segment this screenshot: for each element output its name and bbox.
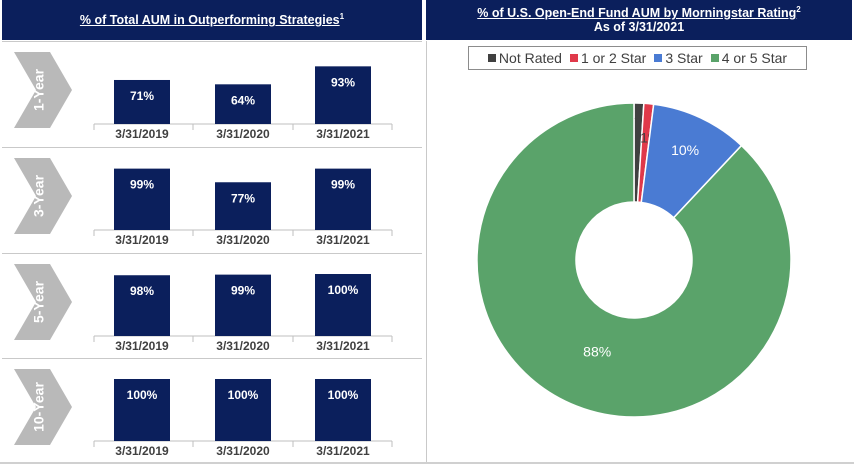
category-label: 3/31/2019 — [115, 127, 169, 141]
period-label: 3-Year — [31, 174, 47, 217]
category-label: 3/31/2021 — [316, 233, 370, 247]
category-label: 3/31/2020 — [216, 339, 270, 353]
bar — [114, 275, 170, 336]
bar — [114, 168, 170, 230]
bar-chart-3-year: 3-Year 99% 3/31/2019 77% 3/31/2020 99% 3/31/20… — [14, 158, 393, 247]
category-label: 3/31/2019 — [115, 444, 169, 458]
period-arrow — [14, 158, 72, 234]
bar-value-label: 77% — [231, 191, 255, 205]
bar — [315, 168, 371, 230]
panel-5-year: 5-Year 98% 3/31/2019 99% 3/31/2020 100% 3/31/2… — [2, 253, 422, 354]
category-label: 3/31/2020 — [216, 233, 270, 247]
legend-label: 3 Star — [665, 50, 703, 66]
bar-value-label: 64% — [231, 93, 255, 107]
bar — [315, 379, 371, 441]
legend-swatch — [487, 54, 496, 62]
category-label: 3/31/2019 — [115, 339, 169, 353]
pie-panel — [426, 41, 853, 462]
category-label: 3/31/2020 — [216, 127, 270, 141]
bar-value-label: 100% — [328, 283, 359, 297]
legend-label: 4 or 5 Star — [721, 50, 788, 66]
left-header-title: % of Total AUM in Outperforming Strategi… — [79, 13, 340, 27]
bar — [114, 379, 170, 441]
category-label: 3/31/2021 — [316, 339, 370, 353]
bar-chart-10-year: 10-Year 100% 3/31/2019 100% 3/31/2020 100% 3/3… — [14, 369, 393, 458]
bar-value-label: 100% — [127, 388, 158, 402]
bar — [315, 66, 371, 124]
period-label: 5-Year — [31, 280, 47, 323]
legend-label: 1 or 2 Star — [580, 50, 647, 66]
right-header-subtitle: As of 3/31/2021 — [593, 20, 685, 34]
bar-chart-5-year: 5-Year 98% 3/31/2019 99% 3/31/2020 100% 3/31/2… — [14, 264, 393, 353]
bar — [215, 182, 271, 230]
panel-10-year: 10-Year 100% 3/31/2019 100% 3/31/2020 100% 3/3… — [2, 358, 422, 459]
bar-value-label: 71% — [130, 89, 154, 103]
category-label: 3/31/2021 — [316, 444, 370, 458]
bar-value-label: 93% — [331, 75, 355, 89]
bar-value-label: 99% — [130, 178, 154, 192]
bar-value-label: 99% — [331, 178, 355, 192]
category-label: 3/31/2019 — [115, 233, 169, 247]
bar — [215, 379, 271, 441]
bar — [215, 84, 271, 124]
panel-1-year: 1-Year 71% 3/31/2019 64% 3/31/2020 93% 3/31/20… — [2, 41, 422, 142]
category-label: 3/31/2020 — [216, 444, 270, 458]
bar — [114, 79, 170, 124]
bar — [215, 274, 271, 336]
period-arrow — [14, 264, 72, 340]
legend-item: 3 Star — [654, 50, 703, 66]
bar-chart-1-year: 1-Year 71% 3/31/2019 64% 3/31/2020 93% 3/31/20… — [14, 52, 393, 141]
period-arrow — [14, 52, 72, 128]
bottom-divider — [0, 462, 854, 464]
period-arrow — [14, 369, 72, 445]
left-header-footnote: 1 — [339, 12, 345, 21]
right-header-footnote: 2 — [796, 5, 801, 14]
legend-item: 1 or 2 Star — [569, 50, 647, 66]
legend-item: 4 or 5 Star — [710, 50, 788, 66]
period-label: 10-Year — [31, 382, 47, 432]
pie-legend: Not Rated 1 or 2 Star 3 Star 4 or 5 Star — [468, 46, 807, 70]
right-header-title: % of U.S. Open-End Fund AUM by Morningst… — [477, 6, 797, 20]
legend-item: Not Rated — [487, 50, 562, 66]
panel-3-year: 3-Year 99% 3/31/2019 77% 3/31/2020 99% 3/31/20… — [2, 147, 422, 248]
bar — [315, 274, 371, 336]
bar-value-label: 100% — [328, 388, 359, 402]
left-header: % of Total AUM in Outperforming Strategi… — [2, 0, 422, 40]
period-label: 1-Year — [31, 68, 47, 111]
legend-swatch — [654, 54, 663, 62]
legend-swatch — [710, 54, 719, 62]
legend-label: Not Rated — [498, 50, 562, 66]
legend-swatch — [569, 54, 578, 62]
category-label: 3/31/2021 — [316, 127, 370, 141]
bar-value-label: 99% — [231, 284, 255, 298]
bar-value-label: 100% — [228, 388, 259, 402]
right-header: % of U.S. Open-End Fund AUM by Morningst… — [426, 0, 852, 40]
bar-value-label: 98% — [130, 284, 154, 298]
